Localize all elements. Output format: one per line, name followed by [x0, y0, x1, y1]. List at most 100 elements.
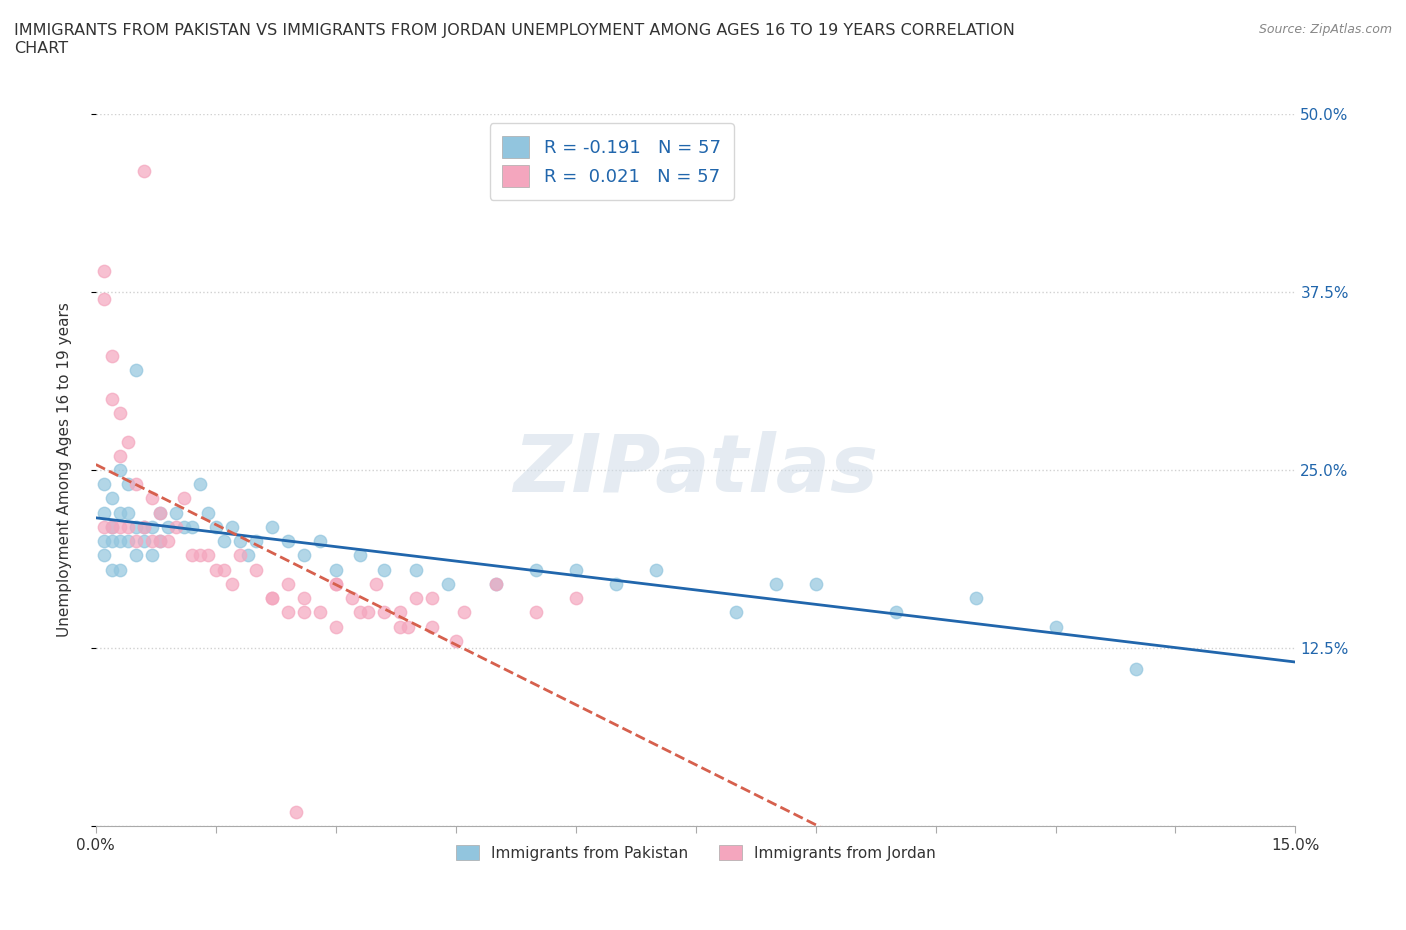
Point	[173, 491, 195, 506]
Point	[308, 605, 330, 620]
Point	[101, 491, 124, 506]
Point	[260, 591, 283, 605]
Point	[245, 563, 267, 578]
Point	[117, 534, 139, 549]
Point	[212, 563, 235, 578]
Point	[236, 548, 259, 563]
Point	[141, 548, 163, 563]
Point	[349, 605, 371, 620]
Point	[485, 577, 508, 591]
Point	[93, 477, 115, 492]
Point	[804, 577, 827, 591]
Point	[204, 520, 226, 535]
Point	[101, 392, 124, 406]
Point	[93, 534, 115, 549]
Point	[1045, 619, 1067, 634]
Point	[388, 605, 411, 620]
Point	[1125, 662, 1147, 677]
Point	[292, 591, 315, 605]
Point	[373, 563, 395, 578]
Point	[444, 633, 467, 648]
Point	[564, 591, 586, 605]
Point	[165, 520, 187, 535]
Point	[308, 534, 330, 549]
Point	[93, 548, 115, 563]
Point	[93, 292, 115, 307]
Text: IMMIGRANTS FROM PAKISTAN VS IMMIGRANTS FROM JORDAN UNEMPLOYMENT AMONG AGES 16 TO: IMMIGRANTS FROM PAKISTAN VS IMMIGRANTS F…	[14, 23, 1015, 56]
Point	[373, 605, 395, 620]
Point	[101, 520, 124, 535]
Point	[141, 491, 163, 506]
Point	[605, 577, 627, 591]
Point	[132, 520, 155, 535]
Point	[325, 619, 347, 634]
Point	[204, 563, 226, 578]
Point	[245, 534, 267, 549]
Point	[93, 263, 115, 278]
Point	[108, 505, 131, 520]
Point	[125, 477, 148, 492]
Point	[117, 477, 139, 492]
Point	[188, 548, 211, 563]
Y-axis label: Unemployment Among Ages 16 to 19 years: Unemployment Among Ages 16 to 19 years	[58, 302, 72, 637]
Point	[260, 520, 283, 535]
Legend: Immigrants from Pakistan, Immigrants from Jordan: Immigrants from Pakistan, Immigrants fro…	[449, 837, 943, 869]
Point	[420, 619, 443, 634]
Point	[141, 534, 163, 549]
Point	[277, 605, 299, 620]
Point	[101, 534, 124, 549]
Point	[125, 534, 148, 549]
Point	[357, 605, 380, 620]
Point	[188, 477, 211, 492]
Point	[644, 563, 666, 578]
Point	[149, 534, 172, 549]
Point	[173, 520, 195, 535]
Point	[229, 548, 252, 563]
Point	[364, 577, 387, 591]
Point	[325, 577, 347, 591]
Text: ZIPatlas: ZIPatlas	[513, 431, 879, 509]
Point	[125, 363, 148, 378]
Point	[149, 505, 172, 520]
Point	[108, 405, 131, 420]
Point	[485, 577, 508, 591]
Point	[325, 563, 347, 578]
Point	[340, 591, 363, 605]
Point	[132, 520, 155, 535]
Point	[292, 605, 315, 620]
Point	[388, 619, 411, 634]
Point	[141, 520, 163, 535]
Point	[884, 605, 907, 620]
Point	[108, 448, 131, 463]
Point	[564, 563, 586, 578]
Point	[108, 534, 131, 549]
Point	[221, 577, 243, 591]
Point	[292, 548, 315, 563]
Point	[101, 563, 124, 578]
Point	[965, 591, 987, 605]
Point	[277, 534, 299, 549]
Point	[117, 505, 139, 520]
Point	[117, 434, 139, 449]
Point	[149, 534, 172, 549]
Point	[436, 577, 458, 591]
Point	[180, 548, 202, 563]
Point	[101, 520, 124, 535]
Point	[524, 605, 547, 620]
Point	[724, 605, 747, 620]
Point	[125, 548, 148, 563]
Point	[229, 534, 252, 549]
Point	[405, 591, 427, 605]
Point	[396, 619, 419, 634]
Point	[524, 563, 547, 578]
Point	[93, 520, 115, 535]
Point	[325, 577, 347, 591]
Point	[405, 563, 427, 578]
Point	[101, 349, 124, 364]
Point	[197, 548, 219, 563]
Point	[197, 505, 219, 520]
Point	[132, 164, 155, 179]
Point	[420, 591, 443, 605]
Point	[125, 520, 148, 535]
Point	[260, 591, 283, 605]
